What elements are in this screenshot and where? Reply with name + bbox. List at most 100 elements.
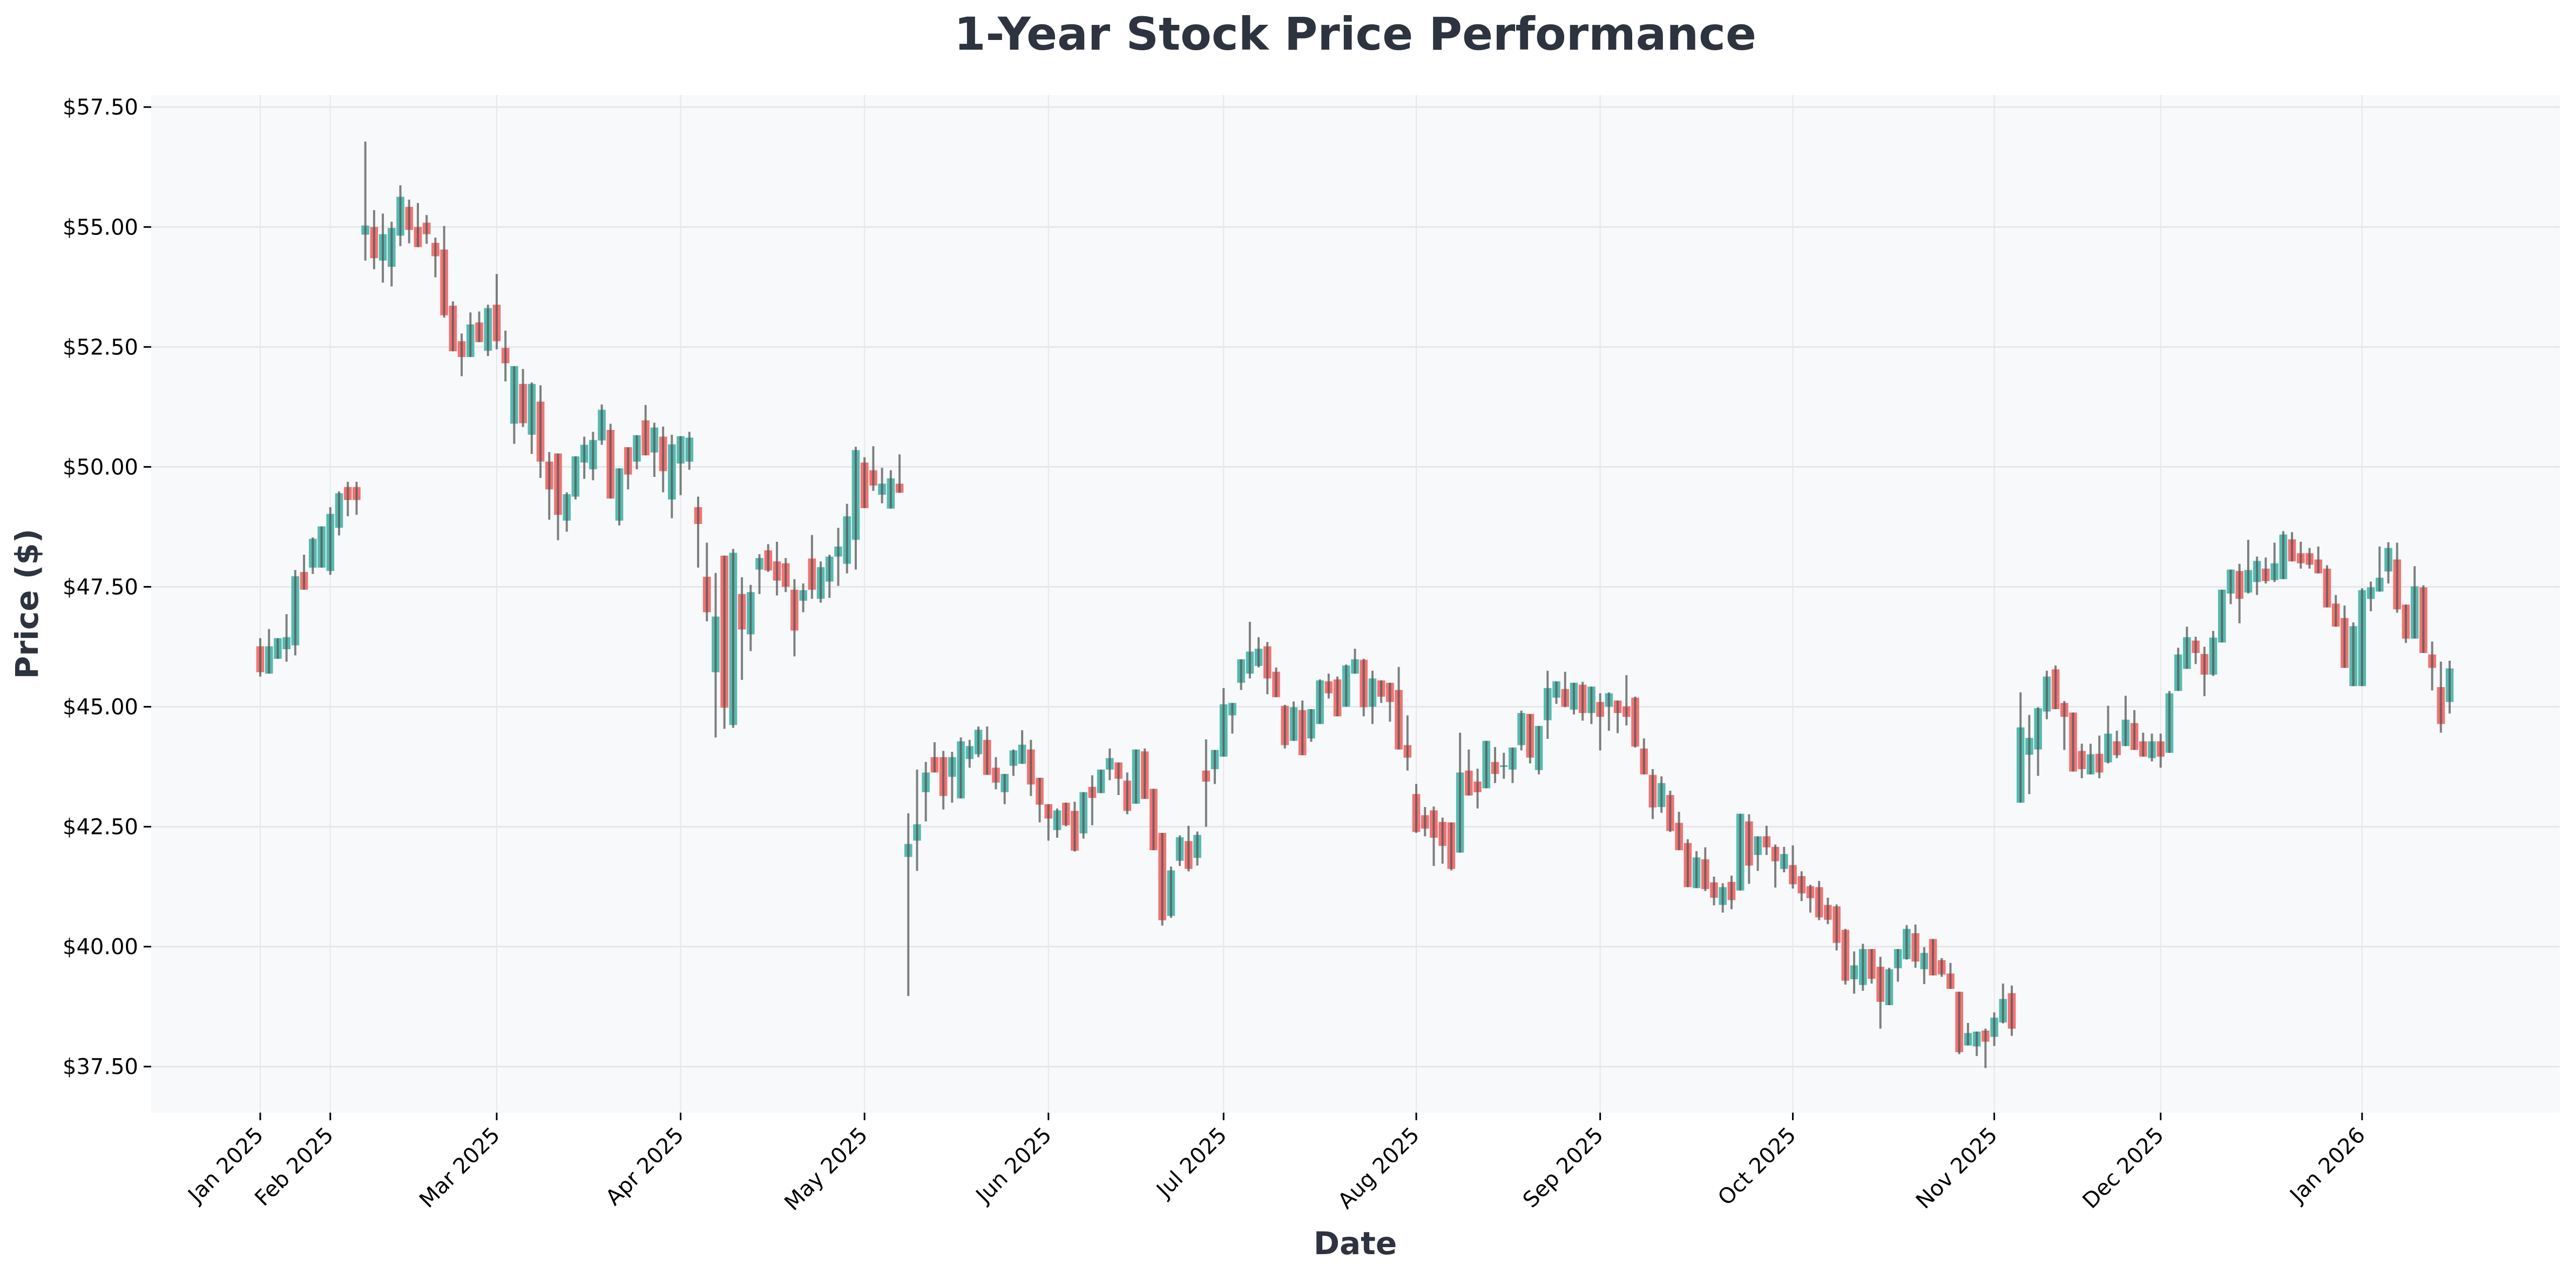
candle-down (2069, 712, 2077, 772)
candle-down (2402, 604, 2410, 643)
candle-up (1894, 949, 1902, 982)
candle-down (860, 457, 869, 508)
candle-down (256, 638, 265, 677)
candle-up (887, 470, 895, 509)
candle-up (510, 366, 518, 444)
candle-down (1473, 769, 1482, 809)
candle-down (2200, 647, 2209, 696)
candle-up (2025, 715, 2033, 795)
candle-down (2051, 665, 2060, 709)
candle-up (580, 436, 589, 479)
candle-down (1263, 642, 1272, 695)
candle-up (563, 492, 571, 532)
candle-down (1036, 777, 1044, 823)
candle-up (747, 584, 755, 651)
candle-up (878, 468, 886, 503)
candle-up (904, 813, 912, 997)
candle-down (1421, 807, 1429, 837)
candle-down (1377, 680, 1385, 703)
plot-area (151, 95, 2560, 1113)
candle-up (1990, 1012, 1998, 1046)
candle-up (957, 737, 965, 799)
candle-up (1544, 670, 1552, 739)
x-tick-label: Apr 2025 (601, 1123, 688, 1210)
candle-down (1430, 806, 1438, 866)
x-tick-label: Jun 2025 (970, 1123, 1057, 1209)
x-axis-label: Date (1314, 1225, 1397, 1262)
candle-down (1710, 876, 1718, 906)
candle-down (1561, 671, 1570, 708)
candle-down (2296, 541, 2305, 569)
candle-up (466, 312, 475, 357)
candle-up (1754, 836, 1762, 871)
x-tick-label: Aug 2025 (1333, 1123, 1424, 1214)
candle-up (291, 570, 300, 656)
candle-down (773, 541, 781, 596)
candle-up (378, 213, 387, 283)
candle-up (1456, 732, 1464, 853)
candle-up (615, 468, 624, 526)
candle-down (1745, 814, 1753, 884)
candle-down (1386, 683, 1394, 722)
candle-down (1281, 704, 1289, 749)
candle-down (2130, 710, 2139, 750)
candle-down (1360, 658, 1368, 717)
candle-up (2217, 589, 2226, 643)
candle-down (1771, 844, 1780, 888)
candle-down (422, 215, 431, 244)
candle-down (1876, 957, 1884, 1029)
candle-up (1342, 664, 1350, 707)
candle-up (1097, 769, 1105, 793)
candle-down (624, 447, 632, 490)
candle-down (790, 579, 799, 657)
candle-down (2288, 532, 2296, 562)
candle-up (1289, 701, 1298, 741)
y-tick-label: $50.00 (63, 455, 138, 480)
candle-up (1228, 703, 1236, 734)
candle-up (1307, 709, 1315, 742)
x-tick-label: Jul 2025 (1151, 1123, 1232, 1204)
candle-down (1140, 748, 1149, 799)
candle-up (712, 573, 720, 738)
candle-up (922, 762, 930, 822)
candle-down (1324, 674, 1333, 699)
candle-down (1526, 713, 1534, 764)
candle-down (1596, 693, 1604, 751)
candle-down (1701, 847, 1709, 891)
candle-down (2235, 563, 2244, 623)
candle-down (1683, 839, 1692, 887)
candle-up (1780, 846, 1788, 872)
candle-down (1044, 804, 1053, 841)
candle-up (729, 549, 738, 728)
candle-down (869, 446, 877, 491)
candle-up (1972, 1031, 1981, 1056)
candle-down (1150, 789, 1158, 851)
candle-down (659, 426, 667, 493)
candle-up (388, 221, 396, 287)
candle-down (641, 405, 650, 456)
candle-down (781, 558, 790, 593)
candle-up (2270, 542, 2278, 582)
candle-down (2095, 735, 2104, 778)
candle-down (1946, 962, 1955, 989)
candle-up (1903, 925, 1911, 960)
candle-down (536, 385, 545, 478)
candle-down (1412, 784, 1421, 833)
candle-down (2060, 701, 2068, 750)
candle-down (606, 423, 615, 499)
candle-up (598, 404, 606, 445)
candle-up (851, 447, 860, 570)
candle-up (2183, 627, 2191, 669)
candle-down (2323, 565, 2331, 608)
candle-down (930, 742, 939, 773)
y-tick-label: $45.00 (63, 695, 138, 720)
candle-up (1719, 883, 1727, 913)
candle-down (1640, 738, 1648, 775)
candle-up (1351, 649, 1359, 674)
candle-up (396, 185, 404, 246)
candle-up (2227, 569, 2235, 604)
candle-up (1219, 688, 1228, 757)
candle-down (1071, 802, 1079, 852)
candle-up (2384, 542, 2392, 584)
